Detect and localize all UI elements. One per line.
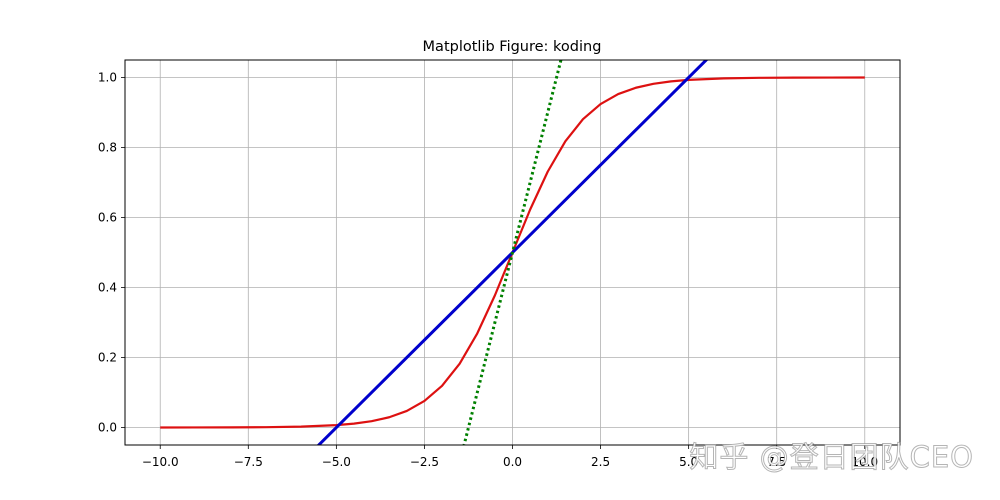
- y-tick-label: 0.8: [98, 141, 117, 155]
- x-tick-label: 5.0: [679, 455, 698, 469]
- x-tick-label: −7.5: [234, 455, 263, 469]
- x-tick-label: 7.5: [767, 455, 786, 469]
- x-tick-label: 2.5: [591, 455, 610, 469]
- y-tick-label: 0.6: [98, 211, 117, 225]
- x-tick-label: −2.5: [410, 455, 439, 469]
- y-tick-label: 0.4: [98, 281, 117, 295]
- grid: [125, 60, 900, 445]
- y-axis: 0.0 0.2 0.4 0.6 0.8 1.0: [98, 71, 125, 435]
- x-tick-label: 10.0: [851, 455, 878, 469]
- series-layer: [160, 60, 865, 445]
- x-axis: −10.0 −7.5 −5.0 −2.5 0.0 2.5 5.0 7.5 10.0: [142, 445, 878, 469]
- x-tick-label: −10.0: [142, 455, 179, 469]
- y-tick-label: 0.2: [98, 351, 117, 365]
- chart-title: Matplotlib Figure: koding: [423, 39, 602, 55]
- series-line-tangent: [462, 60, 563, 445]
- y-tick-label: 1.0: [98, 71, 117, 85]
- x-tick-label: −5.0: [322, 455, 351, 469]
- y-tick-label: 0.0: [98, 421, 117, 435]
- x-tick-label: 0.0: [503, 455, 522, 469]
